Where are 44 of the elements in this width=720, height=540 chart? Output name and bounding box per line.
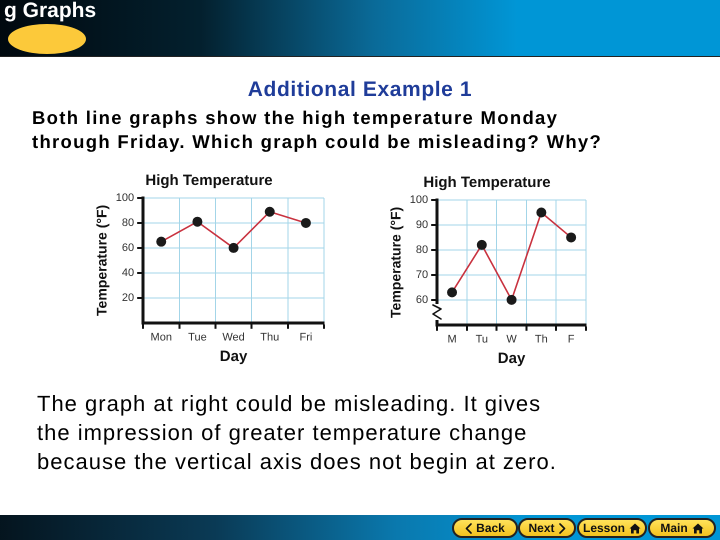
y-tick-label: 80 xyxy=(122,216,134,229)
point xyxy=(506,294,517,305)
nav-button[interactable]: Main xyxy=(648,518,716,538)
point xyxy=(264,206,275,217)
y-axis-title: Temperature (°F) xyxy=(93,204,110,316)
nav-button[interactable]: Back xyxy=(452,518,518,538)
text: Additional Example 1 xyxy=(246,78,474,102)
y-tick-label: 70 xyxy=(416,268,428,281)
x-tick-label: Mon xyxy=(150,331,172,344)
text: g Graphs xyxy=(4,0,96,22)
point xyxy=(192,216,202,227)
x-tick-label: Tue xyxy=(188,331,207,344)
y-tick-label: 20 xyxy=(122,292,134,304)
nav-button[interactable]: Next xyxy=(518,518,576,538)
text: Both line graphs show the high temperature Monday through Friday. Which graph could be misleading? Why? xyxy=(32,106,602,154)
x-tick-label: Th xyxy=(534,333,548,346)
y-tick-label: 100 xyxy=(116,192,134,204)
x-tick-label: Fri xyxy=(300,331,312,344)
point xyxy=(476,240,487,250)
point xyxy=(300,218,311,228)
x-tick-label: M xyxy=(447,333,457,346)
x-axis-title: Day xyxy=(498,350,526,368)
y-tick-label: 40 xyxy=(122,266,134,279)
point xyxy=(447,287,458,298)
y-tick-label: 100 xyxy=(410,194,428,206)
x-axis-title: Day xyxy=(220,348,248,366)
point xyxy=(536,207,546,218)
y-axis-title: Temperature (°F) xyxy=(387,206,404,318)
text: The graph at right could be misleading. It gives the impression of greater temperature change because the vertical axis does not begin at zero. xyxy=(37,390,557,476)
y-tick-label: 80 xyxy=(416,244,428,256)
point xyxy=(566,232,576,242)
x-tick-label: Tu xyxy=(476,333,488,346)
x-tick-label: F xyxy=(568,333,575,346)
point xyxy=(228,242,239,253)
y-tick-label: 60 xyxy=(122,242,134,254)
nav-button[interactable]: Lesson xyxy=(577,518,647,538)
point xyxy=(156,236,166,247)
x-tick-label: Thu xyxy=(260,331,280,344)
chart-title: High Temperature xyxy=(423,174,551,192)
chart-title: High Temperature xyxy=(145,172,273,190)
y-tick-label: 90 xyxy=(416,218,428,231)
x-tick-label: W xyxy=(506,333,518,346)
y-tick-label: 60 xyxy=(416,294,428,306)
x-tick-label: Wed xyxy=(222,331,245,344)
